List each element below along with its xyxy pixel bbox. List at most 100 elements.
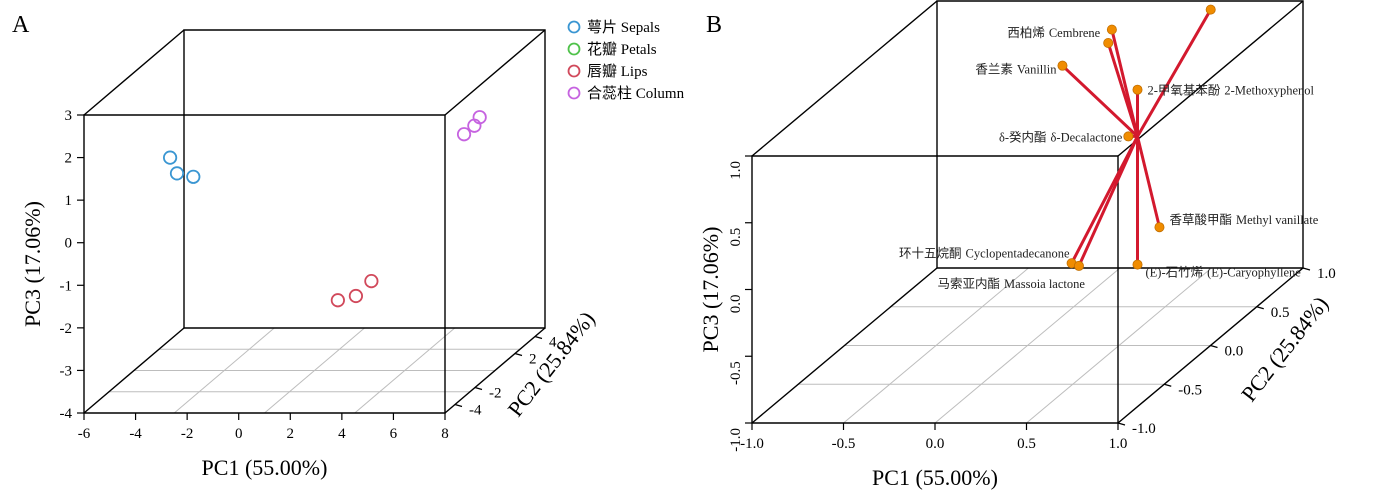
x-tick-label: -1.0 [740, 436, 764, 452]
variable-label-zh: δ-癸内酯 [999, 130, 1047, 144]
z-tick-label: -4 [60, 406, 73, 422]
loading-vector [1060, 64, 1139, 138]
variable-point [1132, 259, 1143, 270]
variable-point [1154, 222, 1165, 233]
variable-label-en: Cyclopentadecanone [965, 246, 1070, 260]
z-tick-label: 0 [65, 236, 73, 252]
y-tick [534, 335, 543, 340]
x-tick-label: 0 [235, 426, 243, 442]
x-axis-label: PC1 (55.00%) [872, 465, 998, 490]
box-edge [444, 29, 546, 116]
x-tick-label: 1.0 [1109, 436, 1128, 452]
y-axis-label: PC2 (25.84%) [502, 307, 599, 422]
x-tick-label: 6 [390, 426, 398, 442]
box-edge [751, 267, 938, 424]
y-tick [1302, 267, 1311, 271]
x-tick-label: 0.0 [926, 436, 945, 452]
variable-label-zh: 2-甲氧基苯酚 [1148, 84, 1221, 98]
z-tick-label: 3 [65, 108, 73, 124]
loading-vector [1077, 134, 1139, 268]
x-axis-label: PC1 (55.00%) [202, 455, 328, 480]
z-tick-label: -3 [60, 363, 73, 379]
panel-label: B [706, 12, 722, 38]
variable-label-en: Vanillin [1017, 63, 1057, 77]
variable-label-en: δ-Decalactone [1051, 130, 1123, 144]
y-tick [454, 403, 463, 408]
variable-label-en: 2-Methoxyphenol [1224, 84, 1314, 98]
y-tick-label: -1.0 [1132, 421, 1156, 437]
variable-point [1106, 24, 1117, 35]
loading-vector [1136, 8, 1213, 138]
y-tick-label: -4 [469, 403, 482, 419]
y-tick-label: 2 [529, 352, 537, 368]
data-point [186, 169, 201, 184]
variable-point [1205, 4, 1216, 15]
box-edge [444, 327, 546, 414]
variable-point [1132, 84, 1143, 95]
legend-label: 合蕊柱 Column [587, 85, 685, 102]
z-tick-label: 0.0 [728, 295, 744, 314]
variable-label: 香草酸甲酯 Methyl vanillate [1169, 212, 1318, 227]
y-tick [514, 352, 523, 357]
x-tick-label: 8 [441, 426, 449, 442]
variable-label-zh: 香草酸甲酯 [1169, 212, 1232, 227]
legend-label: 花瓣 Petals [587, 41, 657, 58]
panel-label: A [12, 12, 30, 38]
z-axis-label: PC3 (17.06%) [20, 201, 45, 327]
z-axis-label: PC3 (17.06%) [698, 227, 723, 353]
panel-b-chart: -1.0 -0.5 0.0 0.5 1.0-1.0-0.50.00.51.0-1.0-0… [698, 0, 1385, 490]
variable-point [1057, 60, 1068, 71]
variable-point [1073, 260, 1084, 271]
x-tick-label: 2 [287, 426, 295, 442]
box-edge [1117, 0, 1304, 157]
data-point [348, 288, 364, 304]
variable-label: 马索亚内酯 Massoia lactone [938, 277, 1086, 291]
variable-label-zh: 西柏烯 [1007, 25, 1045, 40]
legend-marker [567, 86, 581, 100]
box-front-face [751, 155, 1119, 424]
variable-label: (E)-石竹烯 (E)-Caryophyllene [1146, 266, 1302, 280]
x-tick-label: -2 [181, 426, 194, 442]
z-tick-label: 1 [65, 193, 73, 209]
variable-label: δ-癸内酯 δ-Decalactone [999, 130, 1123, 144]
data-point [163, 150, 178, 165]
x-tick-label: -4 [129, 426, 142, 442]
variable-label-en: (E)-Caryophyllene [1207, 266, 1301, 280]
data-point [472, 110, 487, 125]
variable-label-zh: 马索亚内酯 [938, 277, 1001, 291]
y-tick-label: 4 [549, 335, 557, 351]
z-tick-label: -1.0 [728, 428, 744, 452]
variable-label-zh: 香兰素 [975, 63, 1013, 77]
variable-point [1103, 37, 1114, 48]
x-tick-label: 4 [338, 426, 346, 442]
y-tick-label: 0.0 [1225, 344, 1244, 360]
data-point [364, 273, 379, 289]
variable-label-zh: 4-甲基喹啉1-氧化物 [1189, 0, 1297, 1]
y-tick [1256, 306, 1264, 310]
y-tick [1117, 422, 1126, 426]
y-tick [1210, 344, 1218, 349]
legend-marker [567, 64, 581, 78]
box-edge [83, 327, 185, 414]
y-tick-label: 0.5 [1271, 305, 1290, 321]
data-point [456, 127, 472, 142]
z-tick-label: -2 [60, 321, 73, 337]
y-tick-label: -0.5 [1178, 382, 1202, 398]
box-edge [751, 0, 938, 157]
y-tick-label: 1.0 [1317, 266, 1336, 282]
variable-label: 香兰素 Vanillin [975, 63, 1057, 77]
legend-marker [567, 20, 581, 34]
floor-grid-line [354, 327, 456, 414]
variable-label-en: Methyl vanillate [1236, 213, 1319, 227]
legend-label: 唇瓣 Lips [587, 63, 648, 80]
box-edge [83, 29, 185, 116]
z-tick-label: 0.5 [728, 228, 744, 247]
y-tick [1164, 383, 1172, 387]
variable-label: 西柏烯 Cembrene [1007, 25, 1100, 40]
variable-label-zh: 环十五烷酮 [899, 246, 962, 260]
legend-label: 萼片 Sepals [587, 19, 660, 36]
x-tick-label: -0.5 [832, 436, 856, 452]
